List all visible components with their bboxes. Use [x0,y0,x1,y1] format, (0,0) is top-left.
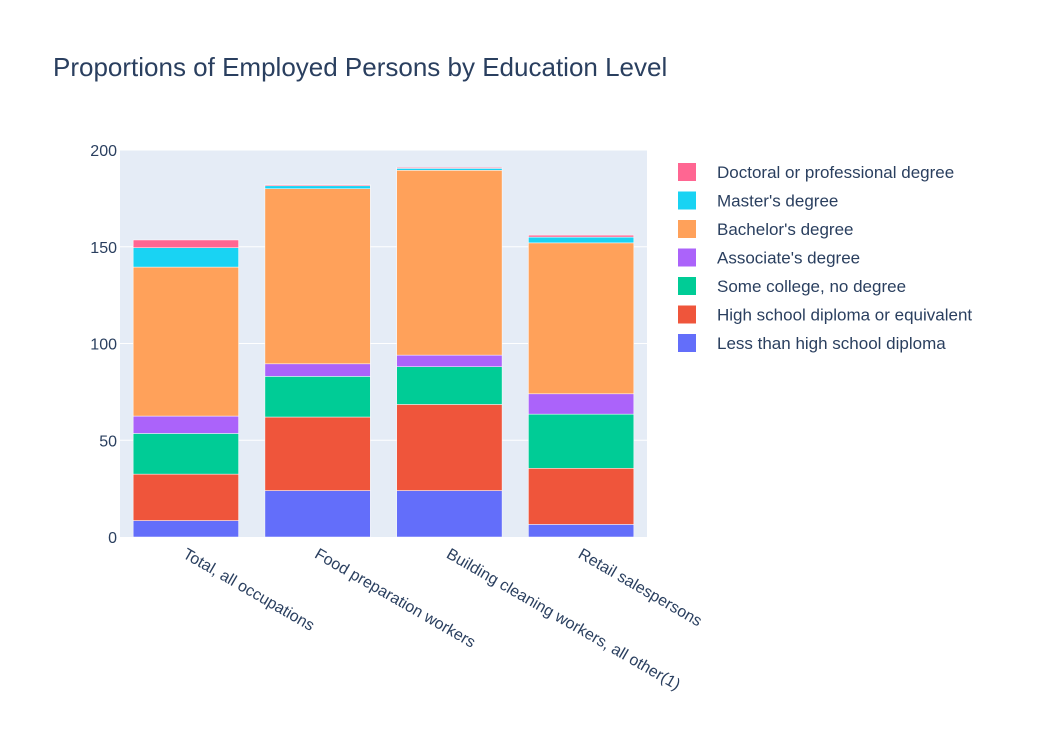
bar-segment [264,185,371,189]
bar-segment [396,170,503,356]
bar-segment [264,188,371,365]
bar-segment [132,473,239,521]
bar-segment [132,433,239,475]
bar-segment [528,468,635,525]
bar-segment [396,490,503,538]
bar-segment [132,266,239,417]
legend-swatch [678,191,696,210]
legend-item[interactable]: Some college, no degree [678,277,906,296]
legend-item[interactable]: High school diploma or equivalent [678,305,972,325]
legend: Doctoral or professional degree Master's … [678,163,972,353]
y-tick-label: 0 [108,530,117,547]
bar-segment [396,168,503,171]
legend-swatch [678,220,696,238]
bar-segment [528,413,635,469]
bar-segment [264,416,371,491]
bar-segment [396,404,503,491]
bar-segment [264,363,371,377]
bar-segment [396,354,503,367]
legend-swatch [678,248,696,267]
bar-segment [528,234,635,238]
bar-segment [132,239,239,248]
bar-segment [528,524,635,538]
bars [132,167,635,538]
bar-segment [132,520,239,538]
y-tick-label: 100 [90,337,117,354]
y-tick-label: 50 [99,433,117,450]
bar-segment [528,393,635,415]
bar-segment [132,247,239,268]
bar-segment [396,167,503,169]
legend-label: Less than high school diploma [717,334,946,353]
legend-label: Some college, no degree [717,277,906,296]
legend-item[interactable]: Bachelor's degree [678,220,854,239]
legend-item[interactable]: Associate's degree [678,248,860,268]
x-tick-label: Total, all occupations [180,546,317,635]
legend-label: High school diploma or equivalent [717,306,972,325]
y-tick-label: 150 [90,240,117,257]
legend-swatch [678,277,696,295]
legend-label: Associate's degree [717,249,860,268]
x-tick-label: Building cleaning workers, all other(1) [443,546,683,694]
bar-segment [264,184,371,187]
legend-swatch [678,305,696,324]
legend-label: Bachelor's degree [717,220,854,239]
legend-item[interactable]: Master's degree [678,191,838,211]
bar-segment [264,490,371,538]
legend-label: Master's degree [717,192,838,211]
bar-segment [396,366,503,405]
legend-item[interactable]: Less than high school diploma [678,334,946,353]
bar-segment [528,242,635,395]
legend-swatch [678,334,696,352]
bar-segment [132,415,239,434]
bar-segment [264,376,371,418]
legend-label: Doctoral or professional degree [717,163,954,182]
legend-item[interactable]: Doctoral or professional degree [678,163,954,182]
legend-swatch [678,163,696,181]
bar-segment [528,236,635,244]
chart-title: Proportions of Employed Persons by Educa… [53,52,667,82]
y-axis-ticks: 0 50 100 150 200 [90,143,117,547]
x-tick-label: Retail salespersons [575,546,704,631]
y-tick-label: 200 [90,143,117,160]
